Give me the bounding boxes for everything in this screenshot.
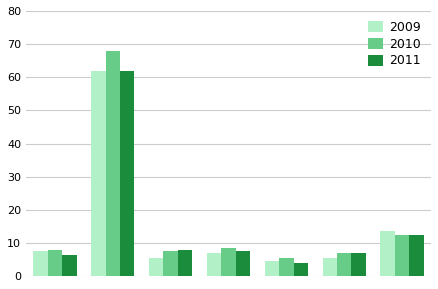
Bar [62, 255, 77, 276]
Bar [322, 258, 337, 276]
Legend: 2009, 2010, 2011: 2009, 2010, 2011 [364, 17, 425, 71]
Bar [293, 263, 308, 276]
Bar [221, 248, 236, 276]
Bar [351, 253, 366, 276]
Bar [48, 249, 62, 276]
Bar [236, 251, 250, 276]
Bar [279, 258, 293, 276]
Bar [410, 235, 424, 276]
Bar [91, 71, 106, 276]
Bar [381, 231, 395, 276]
Bar [33, 251, 48, 276]
Bar [207, 253, 221, 276]
Bar [120, 71, 134, 276]
Bar [178, 249, 192, 276]
Bar [395, 235, 410, 276]
Bar [149, 258, 163, 276]
Bar [337, 253, 351, 276]
Bar [265, 261, 279, 276]
Bar [106, 51, 120, 276]
Bar [163, 251, 178, 276]
